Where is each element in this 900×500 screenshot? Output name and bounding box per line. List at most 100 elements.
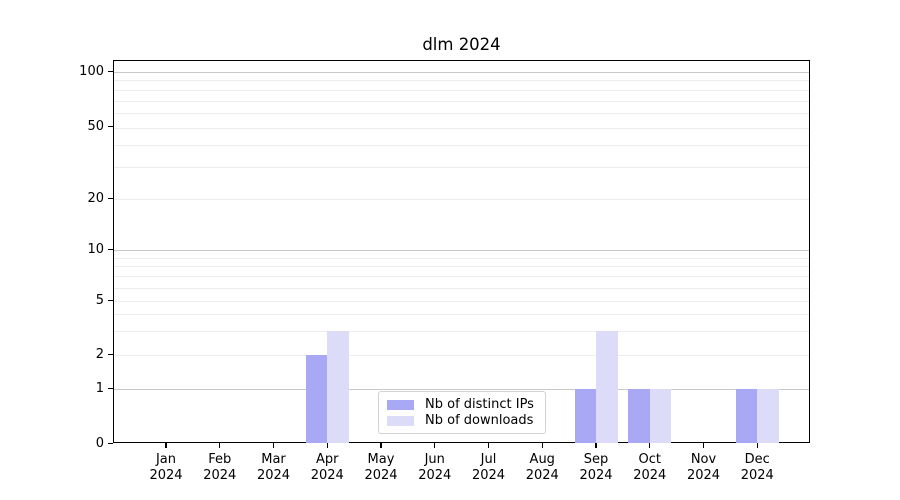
y-tick-mark: [108, 248, 113, 250]
y-tick-label: 2: [95, 346, 104, 362]
minor-gridline: [114, 112, 809, 114]
plot-area: [113, 60, 810, 443]
bar-downloads-oct: [649, 389, 672, 443]
y-tick-mark: [108, 70, 113, 72]
minor-gridline: [114, 287, 809, 289]
x-tick-mark: [380, 443, 382, 448]
legend-row-distinct-ips: Nb of distinct IPs: [387, 397, 545, 413]
y-tick-label: 5: [95, 292, 104, 308]
minor-gridline: [114, 127, 809, 129]
x-tick-month: Sep: [583, 452, 609, 467]
minor-gridline: [114, 80, 809, 82]
x-tick-year: 2024: [310, 468, 344, 483]
minor-gridline: [114, 144, 809, 146]
x-tick-mark: [326, 443, 328, 448]
bar-downloads-dec: [757, 389, 779, 443]
y-tick-mark: [108, 197, 113, 199]
bar-distinct-ips-apr: [305, 355, 328, 443]
x-tick-label: Aug 2024: [510, 452, 574, 484]
x-tick-year: 2024: [418, 468, 452, 483]
y-tick-label: 1: [95, 380, 104, 396]
y-tick-label: 10: [87, 241, 104, 257]
x-tick-month: Feb: [208, 452, 232, 467]
x-tick-month: Dec: [744, 452, 770, 467]
y-tick-mark: [108, 353, 113, 355]
bar-distinct-ips-sep: [574, 389, 596, 443]
x-tick-mark: [595, 443, 597, 448]
x-tick-year: 2024: [633, 468, 667, 483]
x-tick-mark: [487, 443, 490, 448]
minor-gridline: [114, 89, 809, 91]
x-tick-mark: [165, 443, 167, 448]
x-tick-label: Apr 2024: [295, 452, 359, 484]
x-tick-month: Aug: [529, 452, 555, 467]
major-gridline: [114, 389, 809, 390]
bar-downloads-apr: [327, 331, 349, 443]
x-tick-label: Dec 2024: [725, 452, 789, 484]
y-tick-label: 50: [87, 119, 104, 134]
x-tick-year: 2024: [686, 468, 721, 483]
x-tick-mark: [702, 443, 705, 448]
y-tick-mark: [108, 442, 113, 444]
minor-gridline: [114, 355, 809, 356]
major-gridline: [114, 250, 809, 251]
x-tick-year: 2024: [525, 468, 559, 483]
x-tick-month: Oct: [638, 452, 661, 467]
legend-label-distinct-ips: Nb of distinct IPs: [425, 397, 534, 412]
y-tick-label: 0: [95, 435, 104, 451]
minor-gridline: [114, 199, 809, 200]
x-tick-mark: [756, 443, 758, 448]
x-tick-month: Mar: [261, 452, 286, 467]
minor-gridline: [114, 257, 809, 259]
x-tick-year: 2024: [203, 468, 237, 483]
x-tick-label: Mar 2024: [242, 452, 306, 484]
x-tick-year: 2024: [364, 468, 398, 483]
legend-swatch-distinct-ips: [387, 400, 414, 410]
bar-distinct-ips-dec: [735, 389, 758, 443]
x-tick-year: 2024: [256, 468, 291, 483]
minor-gridline: [114, 314, 809, 316]
x-tick-year: 2024: [579, 468, 613, 483]
minor-gridline: [114, 266, 809, 268]
y-tick-mark: [108, 387, 113, 389]
x-tick-mark: [219, 443, 221, 448]
legend-swatch-downloads: [387, 416, 414, 426]
legend-label-downloads: Nb of downloads: [425, 413, 534, 428]
x-tick-label: Jan 2024: [134, 452, 198, 484]
x-tick-year: 2024: [471, 468, 506, 483]
legend-row-downloads: Nb of downloads: [387, 413, 545, 429]
x-tick-year: 2024: [149, 468, 183, 483]
minor-gridline: [114, 301, 809, 302]
minor-gridline: [114, 100, 809, 102]
x-tick-label: May 2024: [349, 452, 413, 484]
x-tick-month: Jul: [480, 452, 497, 467]
x-tick-month: Nov: [690, 452, 717, 467]
y-tick-mark: [108, 126, 113, 128]
x-tick-mark: [434, 443, 436, 448]
x-tick-month: Jun: [424, 452, 445, 467]
x-tick-label: Jun 2024: [403, 452, 467, 484]
legend: Nb of distinct IPs Nb of downloads: [378, 391, 546, 434]
x-tick-month: Jan: [155, 452, 177, 467]
y-tick-label: 20: [87, 190, 104, 206]
x-tick-mark: [272, 443, 275, 448]
minor-gridline: [114, 331, 809, 333]
major-gridline: [114, 72, 809, 73]
x-tick-label: Feb 2024: [188, 452, 252, 484]
x-tick-mark: [541, 443, 543, 448]
minor-gridline: [114, 167, 809, 169]
chart-title: dlm 2024: [422, 35, 501, 54]
x-tick-label: Sep 2024: [564, 452, 628, 484]
x-tick-label: Jul 2024: [457, 452, 521, 484]
x-tick-year: 2024: [740, 468, 774, 483]
bar-distinct-ips-oct: [628, 389, 650, 443]
x-tick-month: May: [367, 452, 395, 467]
x-tick-month: Apr: [316, 452, 339, 467]
x-tick-mark: [649, 443, 651, 448]
y-tick-mark: [108, 299, 113, 301]
bar-downloads-sep: [596, 331, 618, 443]
x-tick-label: Oct 2024: [618, 452, 682, 484]
y-tick-label: 100: [79, 63, 104, 79]
minor-gridline: [114, 276, 809, 278]
